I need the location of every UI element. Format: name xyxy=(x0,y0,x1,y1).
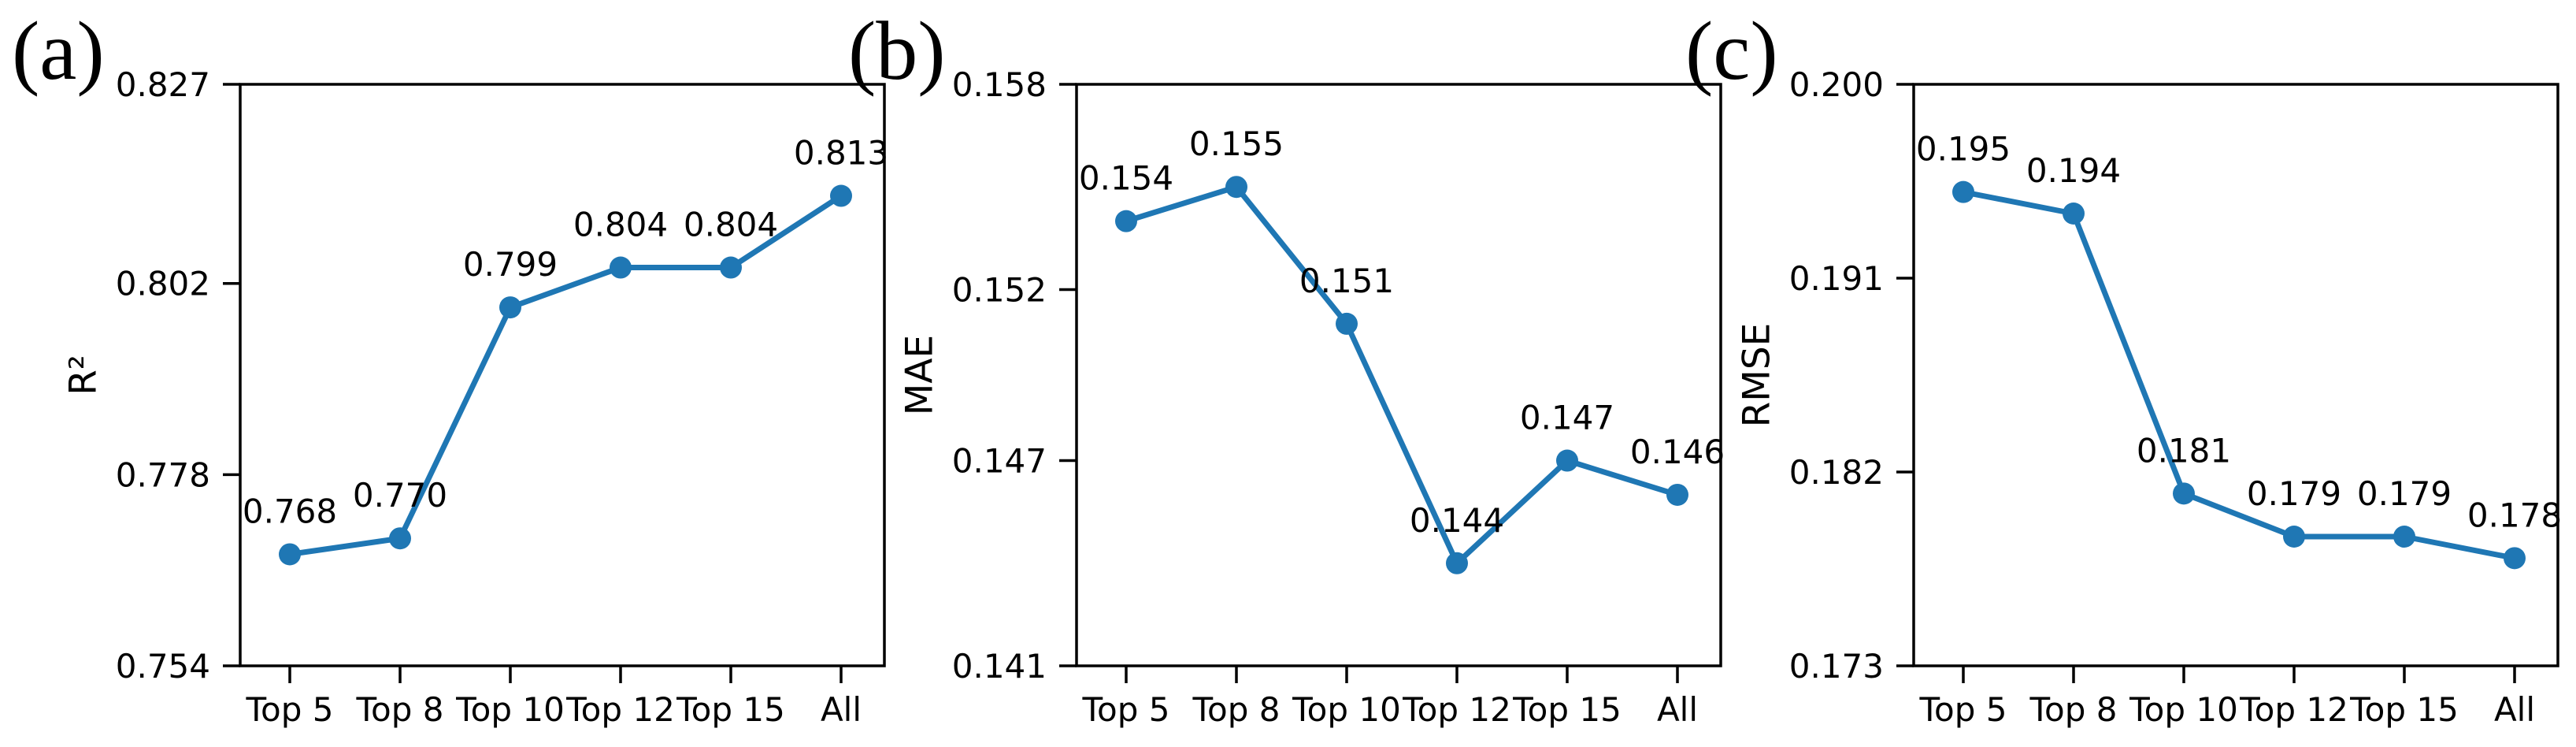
y-tick-label: 0.191 xyxy=(1789,259,1884,298)
x-tick-label: Top 15 xyxy=(2349,690,2459,729)
x-tick-label: Top 5 xyxy=(1082,690,1170,729)
data-point-label: 0.147 xyxy=(1520,399,1614,437)
axes-box xyxy=(239,83,886,667)
data-point-label: 0.144 xyxy=(1410,501,1504,540)
panel-c: (c) RMSE 0.173 0.182 0.191 0.200 Top 5 Top 8 Top… xyxy=(1685,5,2562,729)
data-point-label: 0.194 xyxy=(2026,151,2121,190)
data-point xyxy=(1666,483,1688,506)
data-point xyxy=(1225,176,1247,199)
data-point xyxy=(2173,482,2195,505)
x-tick-label: All xyxy=(821,690,862,729)
data-point xyxy=(279,543,301,566)
data-point-label: 0.181 xyxy=(2137,431,2231,470)
data-point xyxy=(2504,547,2526,570)
data-point-label: 0.154 xyxy=(1079,159,1173,198)
data-point xyxy=(1952,180,1974,203)
x-tick-label: Top 12 xyxy=(2239,690,2348,729)
data-point xyxy=(720,256,742,279)
x-tick-label: Top 8 xyxy=(2029,690,2118,729)
x-tick-label: Top 5 xyxy=(246,690,334,729)
y-axis-label: MAE xyxy=(898,335,941,415)
data-point xyxy=(389,527,411,550)
panel-a: (a) R² 0.754 0.778 0.802 0.827 Top 5 Top 8 Top 1… xyxy=(12,5,888,729)
axes-box xyxy=(1912,83,2559,667)
x-tick-label: Top 15 xyxy=(676,690,785,729)
y-tick-label: 0.158 xyxy=(952,65,1047,104)
data-point-label: 0.804 xyxy=(684,206,778,244)
data-point-label: 0.195 xyxy=(1916,130,2011,169)
x-tick-label: Top 12 xyxy=(1402,690,1511,729)
y-tick-label: 0.778 xyxy=(116,455,210,494)
data-point-label: 0.178 xyxy=(2467,496,2562,534)
x-tick-label: Top 8 xyxy=(1192,690,1281,729)
x-tick-label: Top 8 xyxy=(356,690,444,729)
data-point-label: 0.770 xyxy=(353,476,447,515)
y-tick-label: 0.754 xyxy=(116,647,210,686)
x-tick-label: All xyxy=(1657,690,1698,729)
data-point xyxy=(2283,526,2305,548)
x-tick-label: Top 10 xyxy=(2129,690,2238,729)
y-tick-label: 0.802 xyxy=(116,265,210,303)
data-point xyxy=(1336,312,1358,335)
data-point xyxy=(1446,552,1468,574)
y-axis-label: R² xyxy=(61,355,105,396)
series-line xyxy=(1960,189,2518,561)
data-point-label: 0.799 xyxy=(463,245,558,284)
y-axis-label: RMSE xyxy=(1735,323,1778,428)
x-tick-label: Top 5 xyxy=(1919,690,2007,729)
y-tick-label: 0.173 xyxy=(1789,647,1884,686)
data-point-label: 0.151 xyxy=(1299,262,1394,300)
x-tick-label: Top 10 xyxy=(455,690,565,729)
data-point xyxy=(2063,203,2085,225)
x-tick-label: Top 12 xyxy=(565,690,675,729)
x-tick-label: Top 10 xyxy=(1292,690,1401,729)
panel-label: (c) xyxy=(1685,5,1778,97)
data-point-label: 0.146 xyxy=(1630,433,1725,471)
y-tick-label: 0.200 xyxy=(1789,65,1884,104)
panel-label: (a) xyxy=(12,5,105,97)
data-point xyxy=(2393,526,2415,548)
series-line xyxy=(1123,184,1681,567)
y-tick-label: 0.827 xyxy=(116,65,210,104)
panel-b: (b) MAE 0.141 0.147 0.152 0.158 Top 5 Top 8 Top … xyxy=(848,5,1725,729)
data-point xyxy=(1115,210,1137,232)
y-tick-label: 0.152 xyxy=(952,270,1047,309)
data-point-label: 0.179 xyxy=(2247,474,2341,513)
data-point-label: 0.179 xyxy=(2357,474,2452,513)
data-point-label: 0.804 xyxy=(573,206,668,244)
data-point-label: 0.813 xyxy=(794,134,888,173)
data-point-label: 0.155 xyxy=(1189,124,1284,163)
y-tick-label: 0.182 xyxy=(1789,453,1884,492)
y-tick-label: 0.141 xyxy=(952,647,1047,686)
panels-group: (a) R² 0.754 0.778 0.802 0.827 Top 5 Top 8 Top 1… xyxy=(12,5,2562,729)
data-point xyxy=(499,296,521,319)
y-tick-label: 0.147 xyxy=(952,442,1047,481)
x-tick-label: Top 15 xyxy=(1512,690,1622,729)
panel-label: (b) xyxy=(848,5,946,97)
data-point xyxy=(830,184,852,207)
axes-box xyxy=(1075,83,1722,667)
data-point xyxy=(610,256,632,279)
data-point-label: 0.768 xyxy=(243,492,337,530)
data-point xyxy=(1556,449,1578,472)
series-line xyxy=(287,193,844,557)
x-tick-label: All xyxy=(2494,690,2535,729)
